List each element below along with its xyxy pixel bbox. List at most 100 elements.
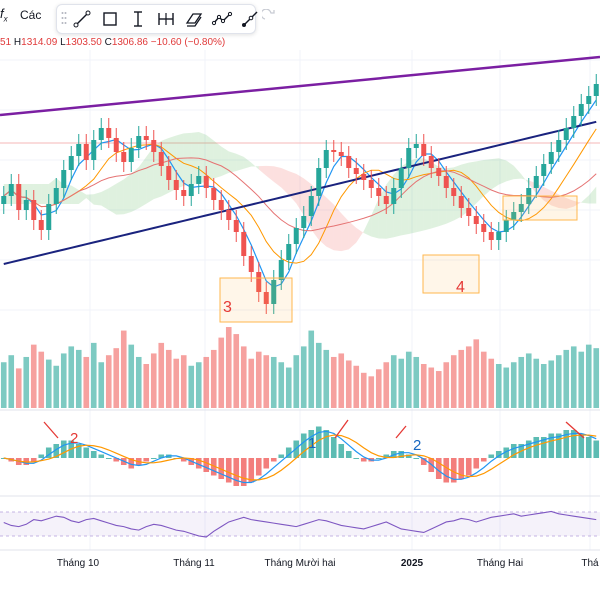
- cloud-segment: [251, 162, 259, 170]
- cloud-segment: [131, 167, 139, 212]
- volume-bar: [128, 344, 135, 408]
- macd-annotation-label: 1: [308, 435, 316, 452]
- text-cursor-icon[interactable]: [127, 8, 149, 30]
- macd-histogram-bar: [435, 458, 442, 479]
- volume-bar: [563, 349, 570, 408]
- macd-histogram-bar: [83, 447, 90, 458]
- cloud-segment: [258, 165, 267, 176]
- volume-bar: [68, 346, 75, 408]
- candle-body: [98, 128, 104, 140]
- candle-body: [346, 156, 352, 168]
- macd-histogram-bar: [495, 451, 502, 458]
- volume-bar: [533, 358, 540, 408]
- macd-histogram-bar: [420, 458, 427, 465]
- cloud-segment: [348, 221, 357, 250]
- cloud-segment: [41, 184, 49, 204]
- cloud-segment: [288, 171, 297, 204]
- candle-body: [128, 148, 134, 162]
- macd-histogram-bar: [53, 444, 60, 458]
- volume-bar: [105, 355, 112, 408]
- volume-bar: [338, 353, 345, 408]
- volume-bar: [270, 356, 277, 408]
- macd-histogram-bar: [195, 458, 202, 469]
- close-value: 1306.86: [111, 37, 148, 48]
- function-icon[interactable]: fx: [0, 6, 8, 24]
- candle-body: [46, 204, 52, 230]
- arrow-annotation: [565, 421, 585, 439]
- candle-body: [466, 208, 472, 216]
- trend-line: [0, 55, 600, 117]
- cloud-segment: [221, 146, 229, 177]
- rectangle-icon[interactable]: [99, 8, 121, 30]
- candle-body: [481, 224, 487, 232]
- volume-bar: [30, 344, 37, 408]
- candle-body: [496, 232, 502, 240]
- volume-bar: [480, 351, 487, 408]
- volume-bar: [345, 360, 352, 408]
- candle-body: [196, 176, 202, 184]
- indicator-lines: [0, 55, 600, 288]
- cloud-segment: [108, 183, 117, 215]
- volume-bar: [458, 349, 465, 408]
- macd-histogram-bar: [548, 433, 555, 458]
- candle-body: [518, 204, 524, 212]
- macd-histogram-bar: [210, 458, 217, 476]
- drag-grip-icon[interactable]: [61, 11, 67, 25]
- x-axis-tick-label: 2025: [401, 558, 424, 569]
- macd-histogram-bar: [300, 433, 307, 458]
- annotation-label-3: 3: [223, 299, 232, 316]
- volume-bar: [203, 356, 210, 408]
- candle-body: [308, 196, 314, 216]
- candle-body: [31, 200, 37, 220]
- cloud-segment: [213, 140, 222, 179]
- candle-body: [121, 152, 127, 162]
- macd-histogram-bar: [383, 454, 390, 458]
- redo-icon[interactable]: [262, 9, 276, 23]
- cloud-segment: [198, 132, 207, 184]
- macd-histogram-bar: [503, 447, 510, 458]
- cloud-segment: [476, 160, 484, 204]
- volume-bar: [383, 362, 390, 408]
- volume-bar: [195, 362, 202, 408]
- path-icon[interactable]: [211, 8, 233, 30]
- arrow-annotation: [43, 421, 59, 439]
- volume-bar: [120, 330, 127, 408]
- high-key: H: [13, 37, 22, 48]
- ray-icon[interactable]: [239, 8, 261, 30]
- candle-body: [548, 152, 554, 164]
- candle-body: [533, 176, 539, 188]
- cloud-segment: [318, 190, 327, 247]
- cloud-segment: [506, 160, 514, 182]
- cloud-segment: [326, 197, 334, 251]
- volume-bar: [45, 359, 52, 408]
- candle-body: [278, 260, 284, 280]
- macd-histogram-bar: [593, 440, 600, 458]
- cloud-segment: [588, 186, 597, 204]
- candle-body: [331, 150, 337, 152]
- volume-bar: [570, 346, 577, 408]
- volume-bar: [38, 351, 45, 408]
- macd-histogram-bar: [540, 437, 547, 458]
- volume-bar: [293, 355, 300, 408]
- volume-bar: [23, 356, 30, 408]
- volume-bar: [218, 337, 225, 408]
- measure-icon[interactable]: [155, 8, 177, 30]
- volume-bar: [210, 349, 217, 408]
- cloud-segment: [296, 173, 304, 216]
- candle-body: [136, 136, 142, 148]
- macd-histogram-bar: [45, 447, 52, 458]
- volume-bar: [113, 348, 120, 408]
- trend-line-icon[interactable]: [71, 8, 93, 30]
- candle-body: [503, 220, 509, 232]
- candle-body: [488, 232, 494, 240]
- volume-bar: [368, 376, 375, 408]
- volume-bar: [75, 349, 82, 408]
- macd-histogram-bar: [270, 458, 277, 462]
- brush-icon[interactable]: [183, 8, 205, 30]
- candle-body: [263, 292, 269, 304]
- macd-histogram-bar: [263, 458, 270, 469]
- chart-grid: [0, 50, 600, 551]
- volume-bar: [315, 342, 322, 408]
- macd-histogram-bar: [398, 451, 405, 458]
